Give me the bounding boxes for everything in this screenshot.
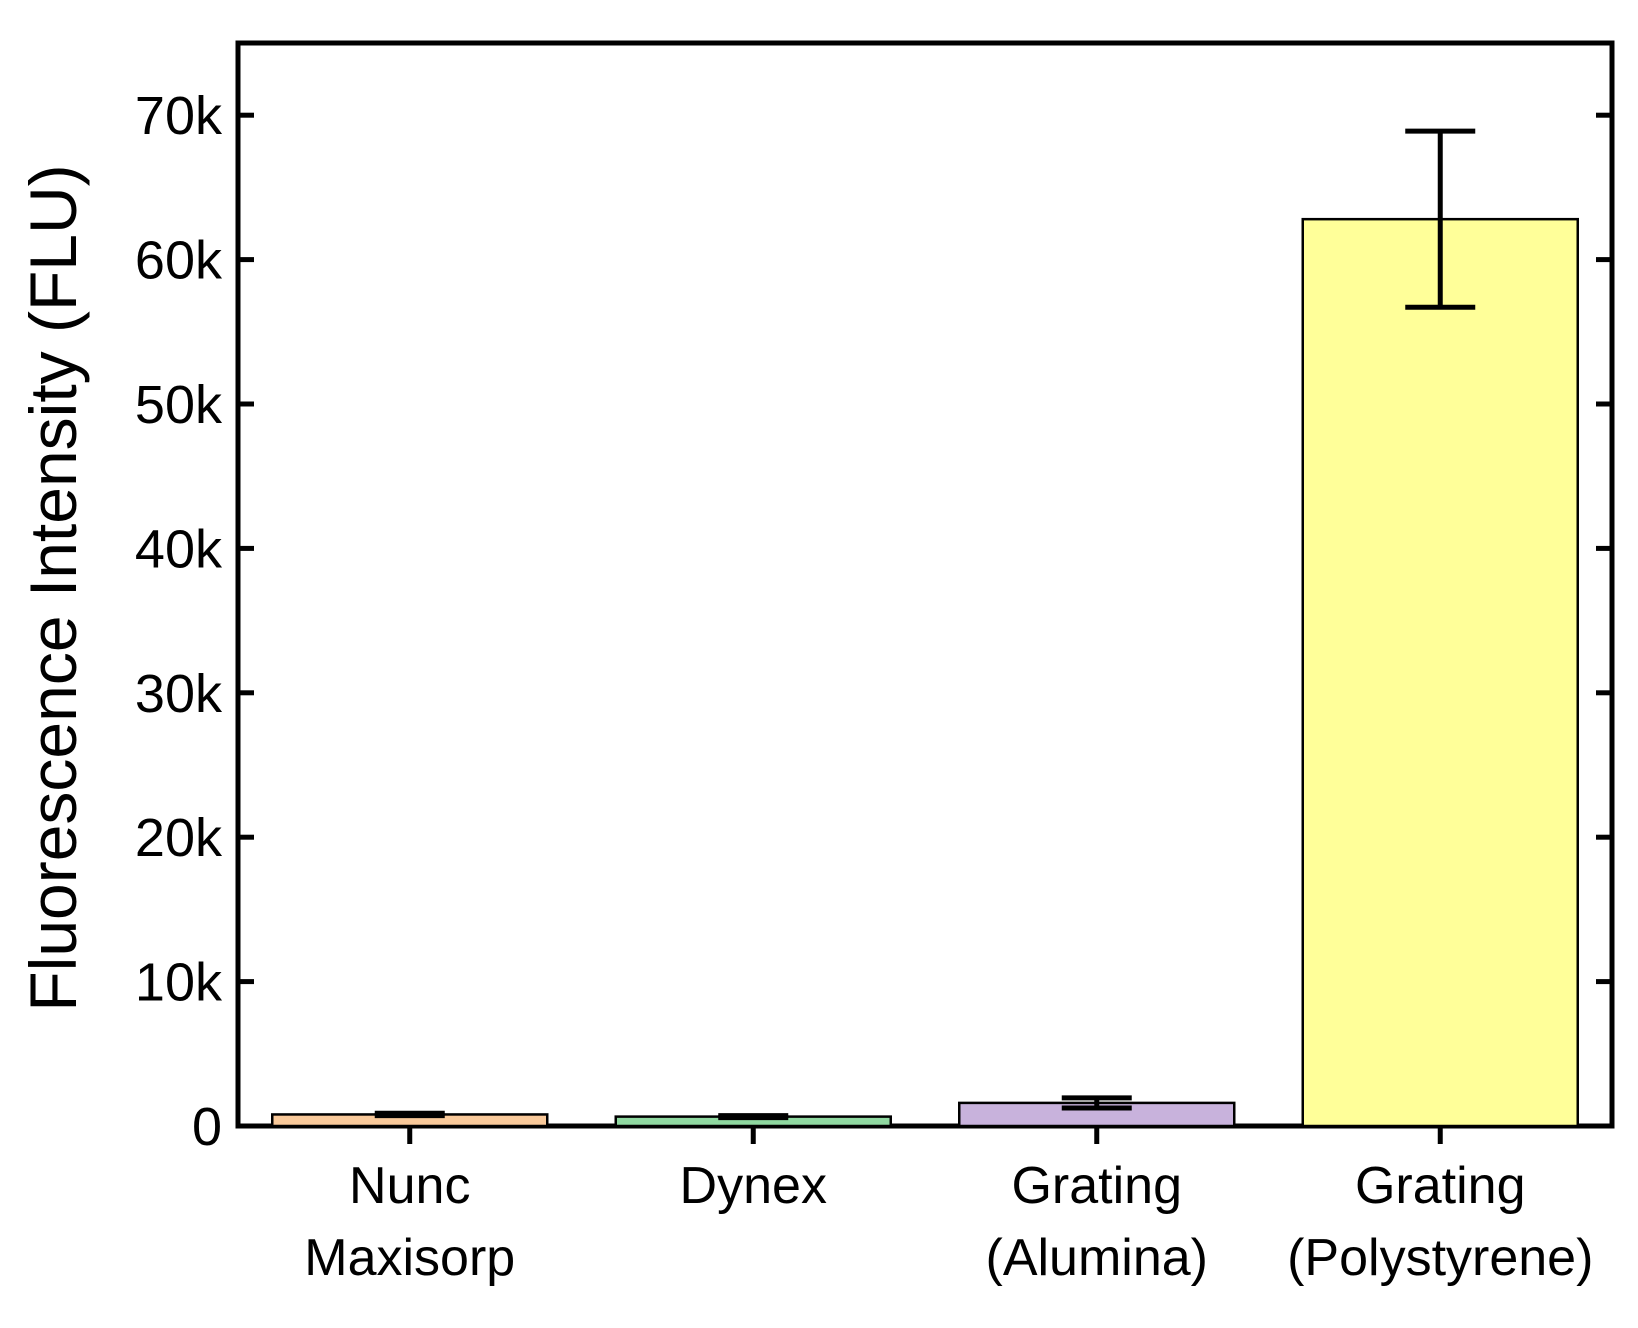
- x-tick-label: Nunc Maxisorp: [304, 1157, 515, 1287]
- y-tick-label: 60k: [135, 231, 223, 291]
- y-tick-label: 20k: [135, 808, 223, 868]
- plot-area: 0 10k 20k 30k 40k 50k 60k 70k Nunc Maxisorp Dynex G…: [135, 40, 1615, 1287]
- x-tick-label-line: Grating: [1355, 1157, 1526, 1215]
- plot-frame: [235, 40, 1615, 1129]
- x-tick-label-line: Dynex: [680, 1157, 827, 1215]
- y-tick-label: 30k: [135, 664, 223, 724]
- y-tick-label: 50k: [135, 375, 223, 435]
- x-tick-label: Dynex: [680, 1157, 827, 1215]
- x-tick-label-line: Maxisorp: [304, 1229, 515, 1287]
- y-tick-label: 40k: [135, 519, 223, 579]
- y-tick-label: 10k: [135, 953, 223, 1013]
- bar: [1301, 217, 1579, 1128]
- y-axis-title: Fluorescence Intensity (FLU): [16, 164, 90, 1011]
- x-tick-label-line: Nunc: [349, 1157, 470, 1215]
- x-tick-label-line: (Alumina): [986, 1229, 1209, 1287]
- x-tick-label: Grating (Alumina): [986, 1157, 1209, 1287]
- y-tick-label: 0: [192, 1097, 222, 1157]
- x-tick-label-line: (Polystyrene): [1287, 1229, 1593, 1287]
- x-tick-label: Grating (Polystyrene): [1287, 1157, 1593, 1287]
- y-tick-label: 70k: [135, 86, 223, 146]
- x-tick-label-line: Grating: [1011, 1157, 1182, 1215]
